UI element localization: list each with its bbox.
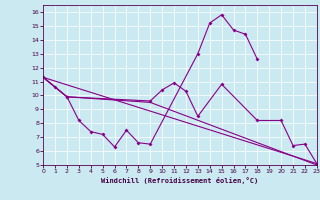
X-axis label: Windchill (Refroidissement éolien,°C): Windchill (Refroidissement éolien,°C)	[101, 177, 259, 184]
